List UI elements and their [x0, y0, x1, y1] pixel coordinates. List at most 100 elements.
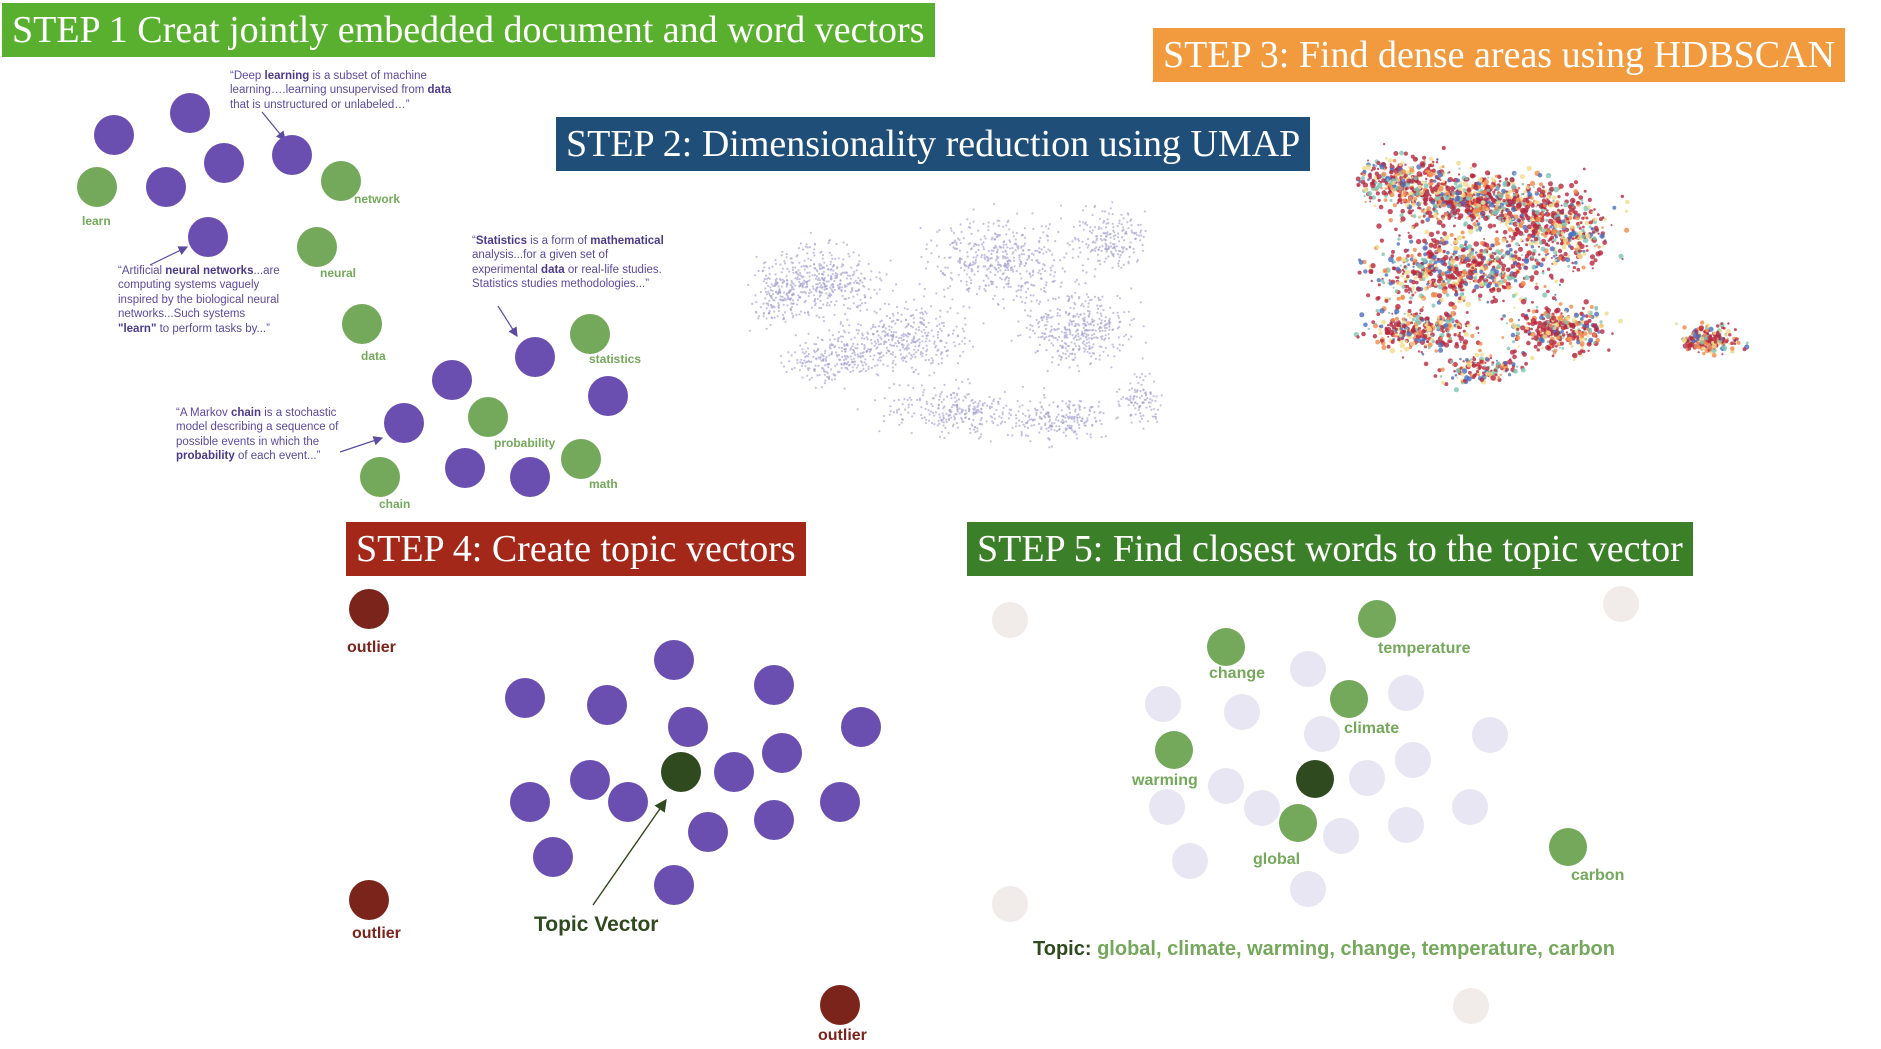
umap-point [1104, 337, 1107, 340]
umap-point [808, 271, 811, 274]
hdbscan-point [1512, 340, 1516, 344]
umap-point [1159, 404, 1162, 407]
hdbscan-point [1478, 206, 1482, 210]
umap-point [933, 340, 936, 343]
umap-point [902, 338, 905, 341]
umap-point [844, 313, 847, 316]
umap-point [888, 386, 891, 389]
umap-point [919, 353, 922, 356]
hdbscan-point [1547, 244, 1550, 247]
umap-point [1020, 434, 1023, 437]
umap-point [873, 310, 876, 313]
umap-point [1128, 399, 1131, 402]
umap-point [936, 336, 940, 339]
umap-point [785, 275, 788, 278]
umap-point [759, 306, 763, 309]
hdbscan-point [1535, 305, 1539, 309]
umap-point [884, 327, 887, 330]
umap-point [798, 278, 801, 281]
umap-point [920, 330, 923, 333]
hdbscan-point [1466, 212, 1469, 215]
umap-point [1003, 255, 1007, 258]
umap-point [1096, 311, 1099, 314]
hdbscan-point [1384, 273, 1389, 277]
umap-point [968, 382, 971, 385]
umap-point [996, 250, 999, 253]
umap-point [1013, 256, 1016, 259]
umap-point [895, 345, 899, 348]
hdbscan-point [1528, 332, 1531, 336]
hdbscan-point [1422, 245, 1428, 251]
umap-point [905, 340, 909, 343]
umap-point [960, 266, 963, 270]
umap-point [1045, 316, 1048, 319]
umap-point [774, 262, 778, 265]
hdbscan-point [1472, 288, 1477, 293]
umap-point [1103, 260, 1106, 263]
umap-point [1098, 327, 1101, 330]
hdbscan-point [1560, 204, 1563, 207]
hdbscan-point [1479, 212, 1484, 216]
umap-point [1105, 326, 1108, 330]
hdbscan-point [1505, 240, 1509, 243]
umap-point [1116, 311, 1119, 314]
umap-point [980, 416, 983, 420]
umap-point [997, 266, 1001, 269]
hdbscan-point [1552, 326, 1557, 331]
umap-point [1039, 236, 1042, 240]
hdbscan-point [1459, 288, 1463, 292]
umap-point [920, 255, 923, 259]
umap-point [935, 353, 938, 356]
hdbscan-point [1513, 261, 1518, 266]
umap-point [1070, 323, 1073, 326]
umap-point [1099, 263, 1102, 266]
umap-point [1092, 324, 1095, 327]
umap-point [1012, 251, 1015, 254]
hdbscan-point [1558, 183, 1564, 189]
umap-point [992, 249, 995, 252]
umap-point [1083, 322, 1086, 325]
umap-point [1067, 314, 1070, 317]
hdbscan-point [1574, 312, 1579, 318]
umap-point [1100, 319, 1103, 322]
umap-point [980, 433, 983, 436]
hdbscan-point [1509, 177, 1515, 183]
hdbscan-point [1542, 185, 1545, 189]
umap-point [1033, 418, 1036, 421]
umap-point [898, 423, 901, 426]
umap-point [943, 405, 946, 408]
hdbscan-point [1396, 242, 1401, 246]
umap-point [840, 363, 843, 366]
hdbscan-point [1577, 230, 1583, 236]
umap-point [843, 344, 846, 347]
hdbscan-point [1548, 339, 1555, 345]
umap-point [1046, 320, 1049, 323]
umap-point [765, 282, 768, 285]
hdbscan-point [1464, 203, 1470, 209]
hdbscan-point [1440, 281, 1447, 287]
hdbscan-point [1592, 333, 1597, 337]
hdbscan-point [1458, 167, 1461, 170]
umap-point [1125, 247, 1128, 250]
umap-point [824, 364, 827, 367]
umap-point [1129, 395, 1132, 398]
umap-point [998, 219, 1001, 222]
umap-point [820, 286, 824, 290]
umap-point [911, 326, 914, 329]
umap-point [925, 418, 928, 421]
hdbscan-point [1516, 327, 1520, 331]
snippet-deep-learning: “Deep learning is a subset of machine le… [230, 70, 452, 111]
umap-point [875, 276, 878, 279]
umap-point [1126, 221, 1129, 224]
umap-point [950, 397, 953, 400]
hdbscan-point [1465, 301, 1471, 308]
umap-point [949, 307, 952, 310]
umap-point [895, 305, 899, 309]
umap-point [818, 265, 821, 268]
hdbscan-point [1472, 193, 1476, 196]
hdbscan-point [1571, 237, 1575, 241]
umap-point [914, 345, 917, 348]
hdbscan-point [1526, 224, 1532, 230]
umap-point [808, 291, 811, 295]
umap-point [1074, 280, 1077, 283]
